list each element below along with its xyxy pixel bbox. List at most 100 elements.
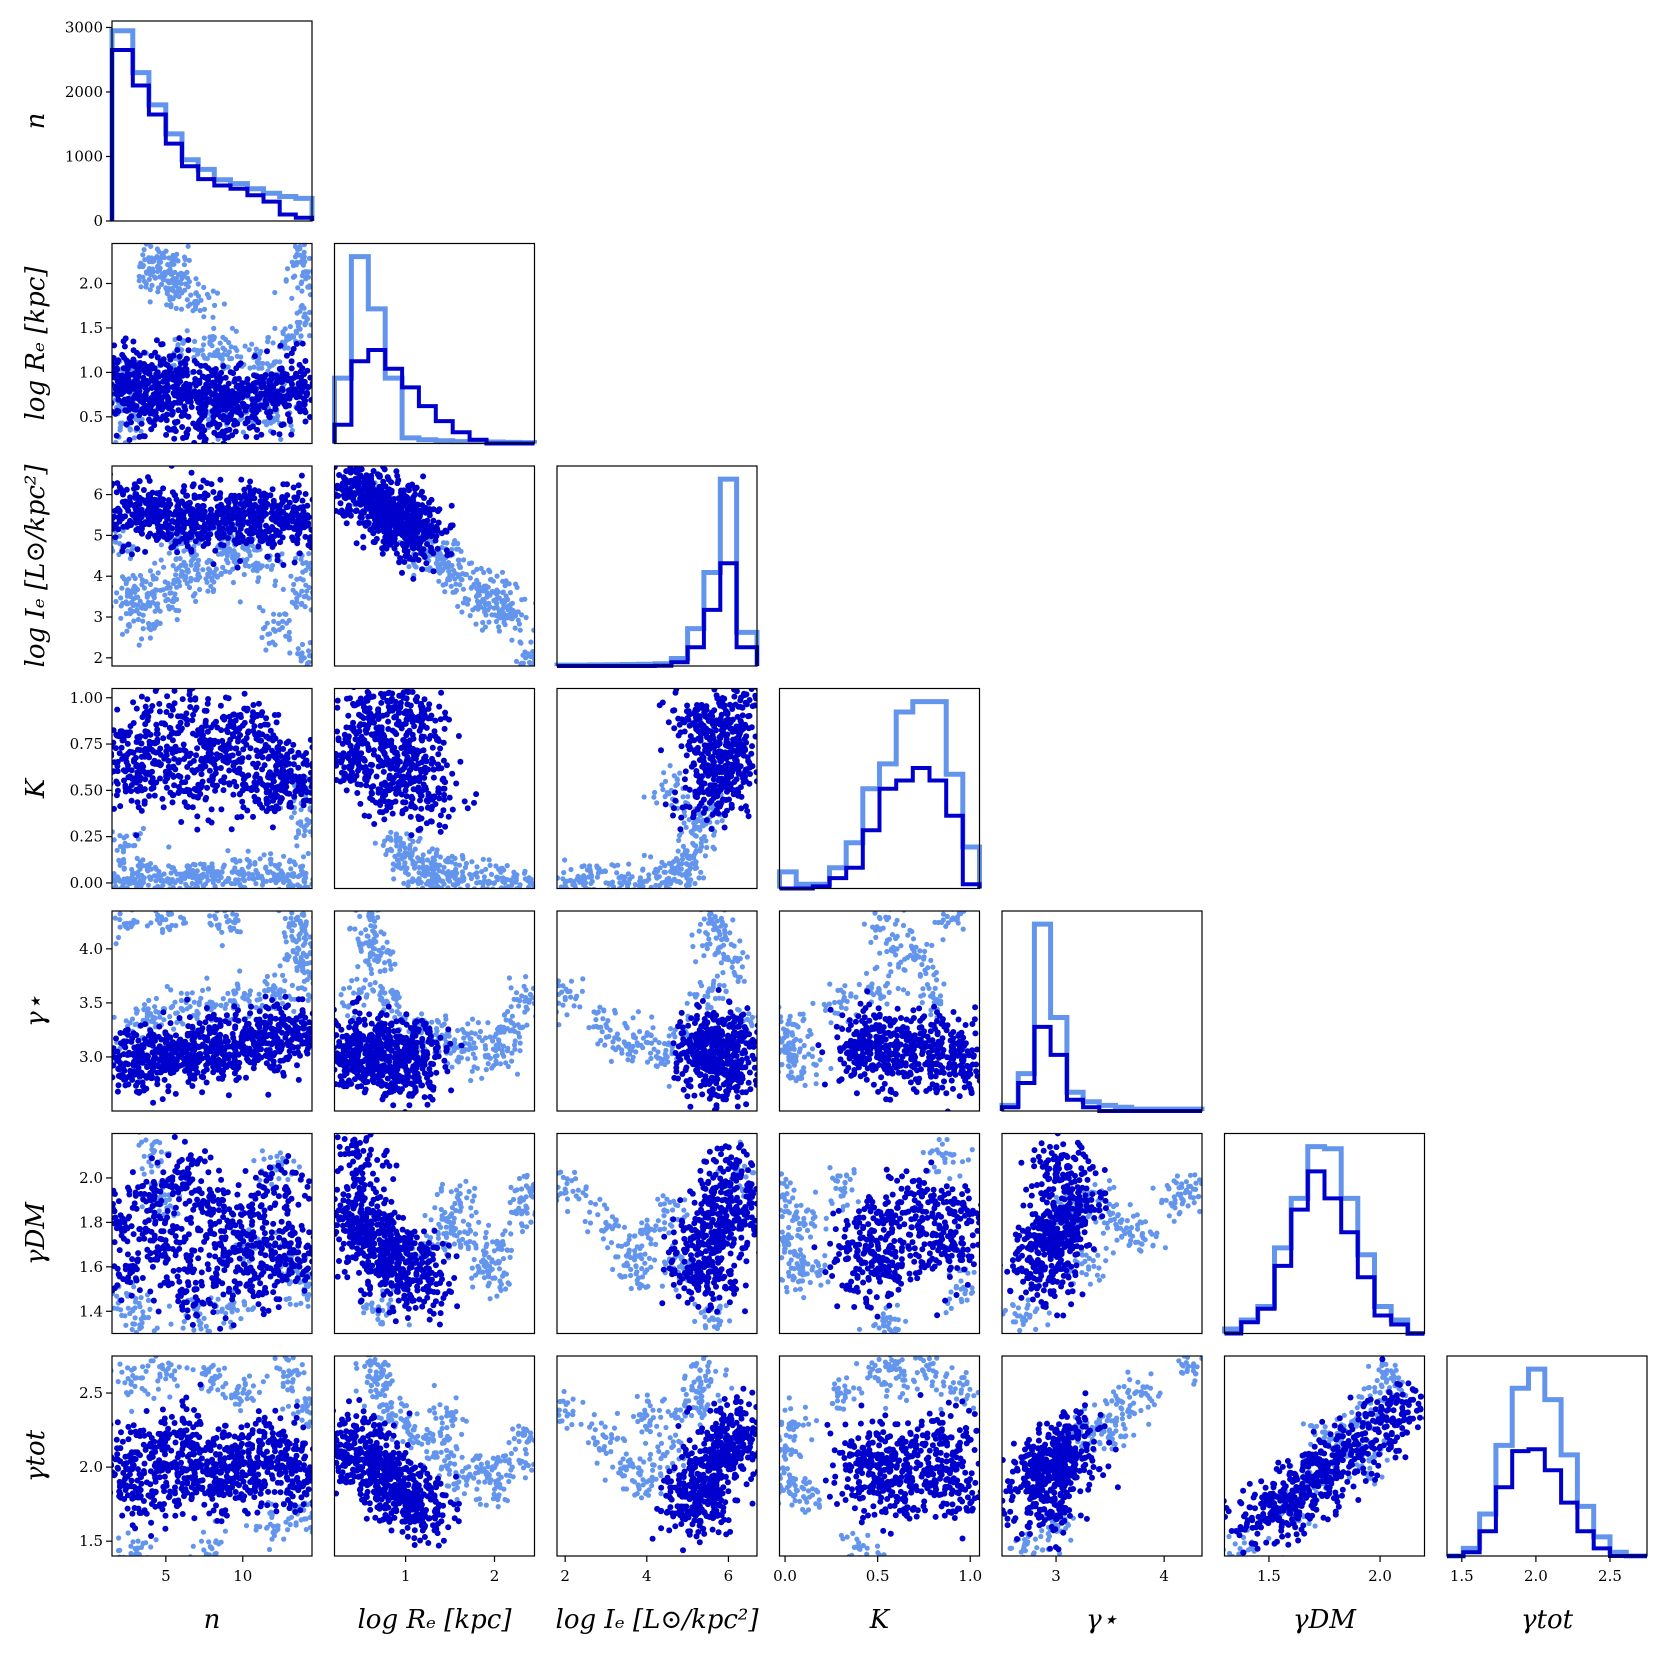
scatter-point-inner <box>182 406 189 413</box>
scatter-point-inner <box>104 731 110 737</box>
scatter-point-outer <box>500 597 507 604</box>
scatter-point-inner <box>136 352 143 359</box>
scatter-point-inner <box>240 746 247 753</box>
scatter-point-inner <box>409 541 416 548</box>
scatter-point-inner <box>294 532 301 538</box>
scatter-point-inner <box>116 518 123 525</box>
scatter-point-outer <box>201 314 207 320</box>
scatter-point-outer <box>245 893 250 898</box>
scatter-point-outer <box>527 653 533 659</box>
scatter-point-inner <box>140 399 147 406</box>
scatter-point-outer <box>294 310 300 316</box>
scatter-point-outer <box>167 287 173 293</box>
scatter-point-inner <box>280 481 287 488</box>
scatter-point-inner <box>244 528 251 534</box>
scatter-point-outer <box>307 309 312 315</box>
scatter-point-inner <box>242 774 249 780</box>
scatter-point-inner <box>164 536 171 543</box>
scatter-point-outer <box>182 256 188 262</box>
scatter-point-inner <box>130 338 137 345</box>
scatter-point-inner <box>184 774 191 781</box>
scatter-point-inner <box>82 759 88 765</box>
scatter-point-outer <box>227 356 233 362</box>
scatter-point-outer <box>482 624 488 630</box>
scatter-point-inner <box>106 761 112 767</box>
scatter-point-outer <box>147 635 153 641</box>
scatter-point-outer <box>119 631 126 637</box>
scatter-point-inner <box>156 708 163 715</box>
scatter-point-inner <box>142 385 149 391</box>
scatter-point-inner <box>444 552 451 559</box>
scatter-point-inner <box>251 414 258 421</box>
scatter-point-outer <box>244 556 250 563</box>
scatter-point-outer <box>482 587 488 593</box>
scatter-point-inner <box>304 389 310 396</box>
scatter-point-inner <box>130 749 137 756</box>
scatter-point-inner <box>250 709 256 716</box>
scatter-point-outer <box>210 288 216 294</box>
scatter-point-outer <box>455 546 462 552</box>
scatter-point-outer <box>316 650 321 655</box>
scatter-point-outer <box>212 876 218 882</box>
scatter-point-outer <box>315 661 320 666</box>
scatter-point-inner <box>162 683 168 689</box>
scatter-point-outer <box>242 884 248 889</box>
scatter-point-outer <box>219 869 225 875</box>
scatter-point-inner <box>147 418 154 425</box>
scatter-point-outer <box>294 599 300 605</box>
scatter-point-inner <box>225 535 231 541</box>
scatter-point-outer <box>303 593 309 599</box>
scatter-point-inner <box>92 397 98 403</box>
scatter-point-inner <box>76 340 82 346</box>
scatter-point-outer <box>487 569 493 575</box>
scatter-point-outer <box>173 572 179 578</box>
scatter-point-outer <box>277 895 282 900</box>
scatter-point-outer <box>220 864 226 870</box>
scatter-point-outer <box>452 538 458 544</box>
scatter-point-inner <box>163 784 170 791</box>
scatter-point-outer <box>226 349 232 355</box>
scatter-point-inner <box>277 518 284 525</box>
scatter-point-outer <box>310 591 312 597</box>
scatter-point-outer <box>234 553 240 559</box>
scatter-point-outer <box>112 837 117 843</box>
scatter-point-inner <box>291 559 298 566</box>
scatter-point-outer <box>270 340 276 346</box>
scatter-point-inner <box>171 782 178 789</box>
scatter-point-inner <box>244 415 251 422</box>
scatter-point-outer <box>173 900 178 905</box>
scatter-point-outer <box>242 560 248 567</box>
scatter-point-outer <box>210 314 216 320</box>
scatter-point-inner <box>284 492 291 499</box>
scatter-point-inner <box>223 387 230 393</box>
scatter-point-inner <box>160 356 167 363</box>
scatter-point-outer <box>531 627 535 633</box>
scatter-point-inner <box>230 508 237 515</box>
scatter-point-inner <box>378 491 385 498</box>
scatter-point-inner <box>183 539 190 546</box>
scatter-point-outer <box>104 360 109 365</box>
scatter-point-inner <box>144 377 150 384</box>
scatter-point-outer <box>246 871 252 877</box>
scatter-point-inner <box>376 483 383 490</box>
scatter-point-outer <box>272 874 278 880</box>
scatter-point-inner <box>405 506 412 513</box>
scatter-point-inner <box>99 434 105 440</box>
scatter-point-outer <box>305 671 310 676</box>
scatter-point-inner <box>285 411 291 418</box>
scatter-point-outer <box>186 873 192 880</box>
scatter-point-outer <box>179 290 185 296</box>
scatter-point-outer <box>499 675 504 680</box>
scatter-point-outer <box>148 243 154 249</box>
scatter-point-outer <box>229 325 235 331</box>
scatter-point-inner <box>274 503 281 510</box>
scatter-point-inner <box>114 732 121 739</box>
scatter-point-inner <box>114 758 121 765</box>
scatter-point-outer <box>166 255 172 261</box>
scatter-point-inner <box>274 557 281 564</box>
scatter-point-inner <box>254 736 261 742</box>
scatter-point-inner <box>434 525 441 532</box>
scatter-point-outer <box>228 344 234 350</box>
scatter-point-outer <box>168 304 174 310</box>
